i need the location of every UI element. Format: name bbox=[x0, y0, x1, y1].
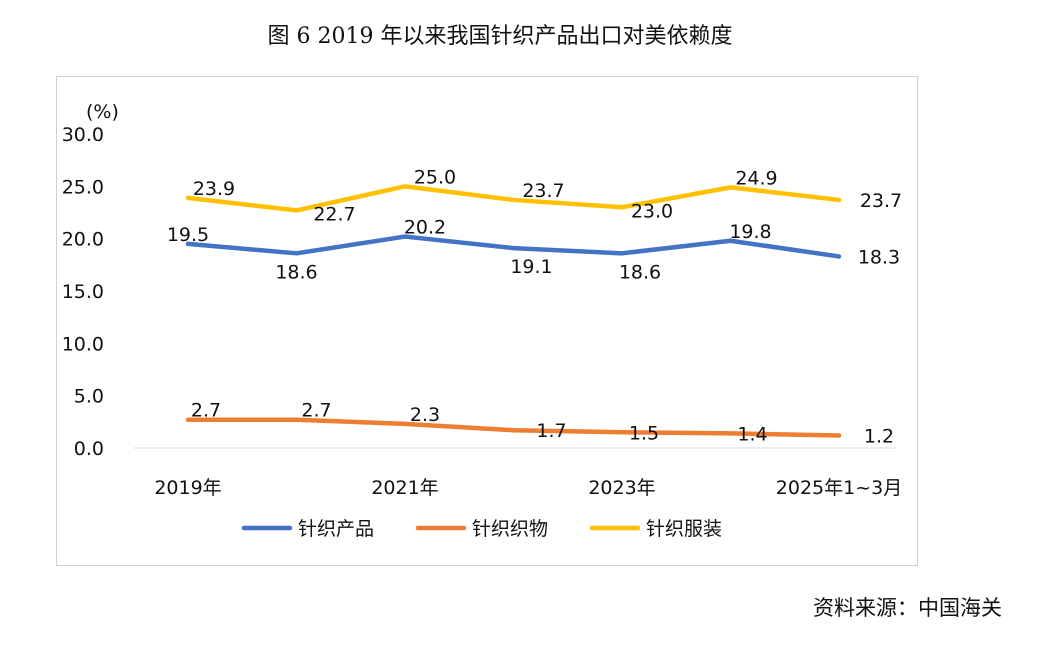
y-tick-label: 0.0 bbox=[74, 438, 104, 460]
legend-item-3: 针织服装 bbox=[589, 518, 722, 540]
legend-label: 针织织物 bbox=[472, 518, 548, 540]
data-label: 22.7 bbox=[313, 203, 355, 225]
data-label: 18.3 bbox=[858, 246, 900, 268]
data-label: 2.3 bbox=[410, 404, 440, 426]
data-label: 20.2 bbox=[404, 217, 446, 239]
data-point bbox=[186, 195, 190, 200]
y-tick-label: 15.0 bbox=[62, 281, 104, 303]
data-label: 25.0 bbox=[414, 166, 456, 188]
data-point bbox=[294, 251, 299, 256]
data-label: 18.6 bbox=[275, 261, 317, 283]
figure-title: 图 6 2019 年以来我国针织产品出口对美依赖度 bbox=[267, 24, 733, 49]
data-point bbox=[403, 184, 407, 189]
data-point bbox=[728, 238, 733, 243]
data-label: 19.8 bbox=[729, 221, 771, 243]
legend-label: 针织服装 bbox=[646, 518, 722, 540]
data-label: 23.9 bbox=[193, 178, 235, 200]
data-label: 23.7 bbox=[860, 190, 902, 212]
data-point bbox=[837, 433, 841, 438]
legend-label: 针织产品 bbox=[298, 518, 374, 540]
data-point bbox=[186, 417, 190, 422]
data-point bbox=[620, 251, 624, 256]
y-tick-label: 25.0 bbox=[62, 176, 104, 198]
data-point bbox=[403, 234, 407, 239]
x-tick-label: 2019年 bbox=[154, 477, 221, 499]
data-label: 19.5 bbox=[167, 224, 209, 246]
data-label: 23.0 bbox=[631, 200, 673, 222]
x-tick-label: 2023年 bbox=[588, 477, 655, 499]
data-label: 24.9 bbox=[735, 167, 777, 189]
x-tick-label: 2021年 bbox=[371, 477, 438, 499]
data-label: 1.2 bbox=[864, 425, 894, 447]
source-note: 资料来源：中国海关 bbox=[813, 596, 1002, 620]
x-tick-label: 2025年1~3月 bbox=[776, 477, 902, 499]
data-point bbox=[728, 431, 733, 436]
y-tick-label: 20.0 bbox=[62, 229, 104, 251]
data-label: 23.7 bbox=[522, 180, 564, 202]
y-axis-unit-label: (%) bbox=[86, 101, 119, 123]
data-label: 2.7 bbox=[301, 400, 331, 422]
data-point bbox=[620, 205, 624, 210]
data-point bbox=[294, 417, 299, 422]
data-point bbox=[403, 421, 407, 426]
data-point bbox=[511, 197, 516, 202]
data-label: 1.7 bbox=[536, 420, 566, 442]
data-point bbox=[728, 185, 733, 190]
data-label: 1.5 bbox=[629, 422, 659, 444]
data-point bbox=[837, 197, 841, 202]
legend-item-1: 针织产品 bbox=[241, 518, 374, 540]
data-label: 18.6 bbox=[619, 261, 661, 283]
data-label: 1.4 bbox=[737, 423, 767, 445]
y-tick-label: 5.0 bbox=[74, 386, 104, 408]
legend-item-2: 针织织物 bbox=[415, 518, 548, 540]
data-point bbox=[294, 208, 299, 213]
data-point bbox=[837, 254, 841, 259]
y-tick-label: 10.0 bbox=[62, 333, 104, 355]
chart-frame bbox=[56, 76, 918, 566]
data-point bbox=[511, 246, 516, 251]
data-point bbox=[620, 430, 624, 435]
data-label: 2.7 bbox=[191, 400, 221, 422]
data-point bbox=[186, 241, 190, 246]
data-label: 19.1 bbox=[510, 256, 552, 278]
y-tick-label: 30.0 bbox=[62, 124, 104, 146]
data-point bbox=[511, 428, 516, 433]
